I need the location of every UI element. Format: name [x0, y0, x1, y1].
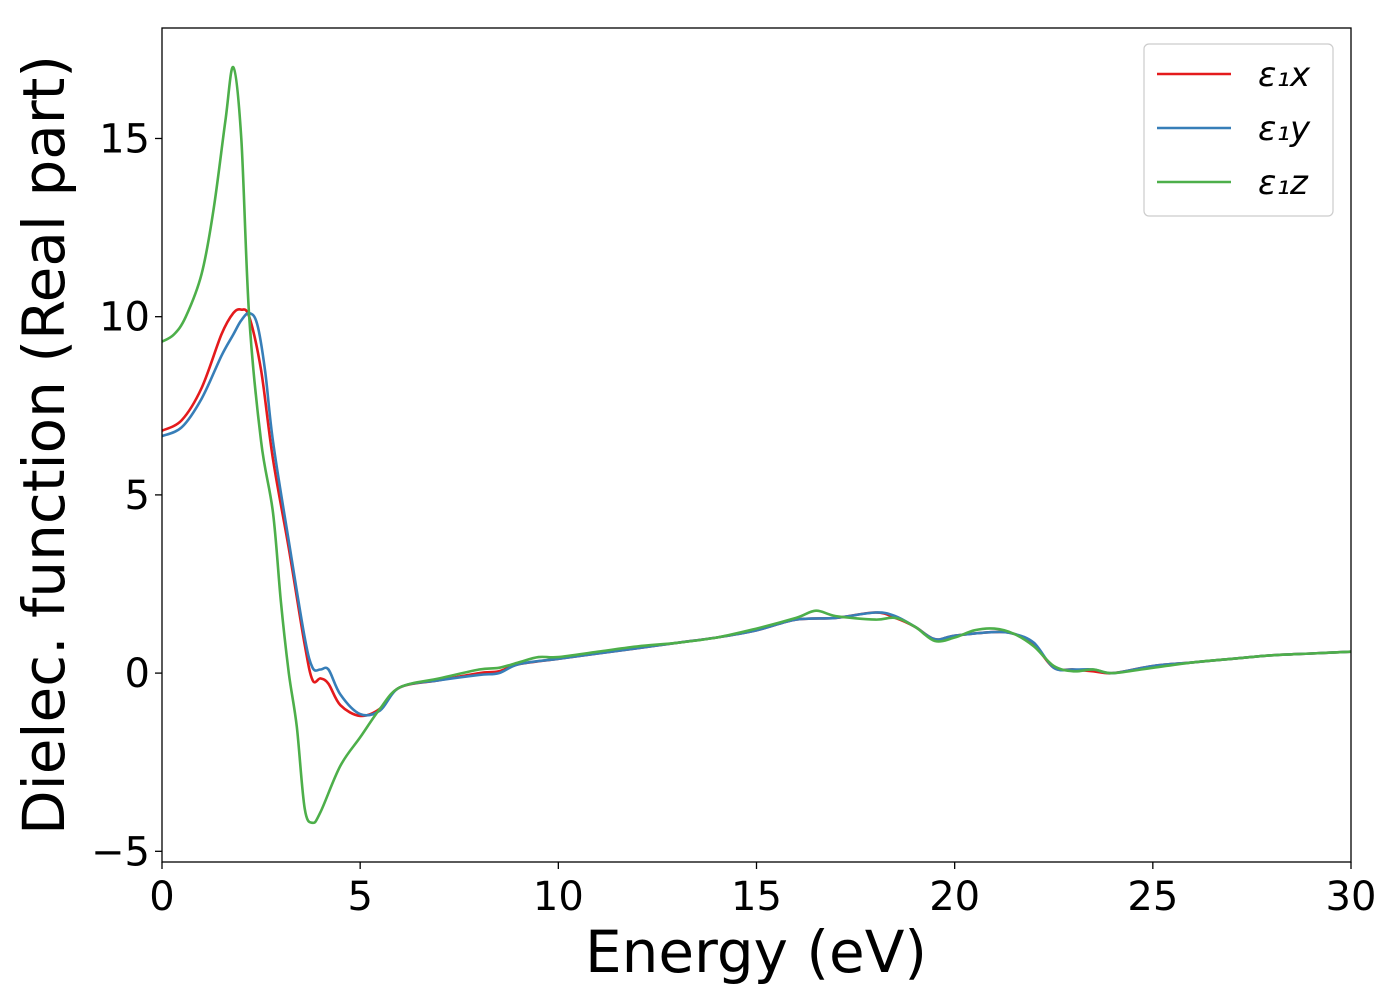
y-axis: −5 0 5 10 15	[91, 116, 162, 875]
legend: ε₁x ε₁y ε₁z	[1143, 43, 1334, 217]
series-line-1	[161, 311, 1352, 717]
y-axis-title: Dielec. function (Real part)	[10, 55, 78, 835]
x-axis-title: Energy (eV)	[585, 918, 927, 986]
legend-label-1: ε₁y	[1258, 109, 1311, 149]
series-layer	[161, 65, 1352, 825]
x-tick-label: 25	[1127, 874, 1178, 920]
x-tick-label: 30	[1326, 874, 1377, 920]
y-tick-label: 15	[99, 116, 150, 162]
y-tick-label: 5	[125, 473, 150, 519]
x-tick-label: 0	[149, 874, 174, 920]
legend-label-2: ε₁z	[1258, 163, 1309, 203]
x-tick-label: 10	[533, 874, 584, 920]
y-tick-label: 10	[99, 295, 150, 341]
y-tick-label: 0	[125, 651, 150, 697]
x-axis: 0 5 10 15 20 25 30	[149, 862, 1376, 920]
x-tick-label: 20	[929, 874, 980, 920]
x-tick-label: 15	[731, 874, 782, 920]
legend-frame	[1143, 43, 1334, 217]
y-tick-label: −5	[91, 829, 150, 875]
legend-label-0: ε₁x	[1258, 55, 1311, 95]
series-line-0	[161, 308, 1352, 718]
series-line-2	[161, 65, 1352, 825]
x-tick-label: 5	[347, 874, 372, 920]
